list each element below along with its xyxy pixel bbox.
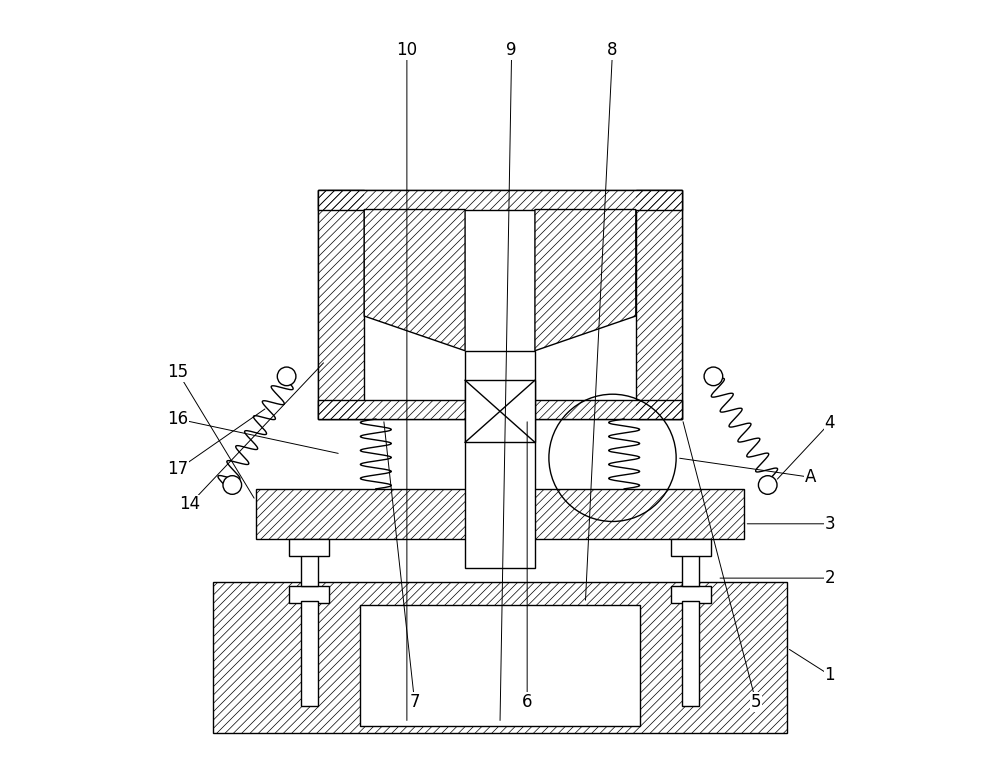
- Text: 6: 6: [522, 693, 532, 712]
- Bar: [671, 539, 711, 556]
- Polygon shape: [535, 210, 636, 351]
- Text: 4: 4: [825, 414, 835, 432]
- Bar: [671, 586, 711, 603]
- Polygon shape: [364, 210, 465, 351]
- Bar: [318, 190, 682, 210]
- Bar: [213, 582, 787, 733]
- Circle shape: [277, 367, 296, 386]
- Bar: [682, 601, 699, 706]
- Text: A: A: [805, 468, 816, 487]
- Bar: [289, 539, 329, 556]
- Bar: [318, 190, 682, 210]
- Bar: [318, 190, 364, 419]
- Bar: [318, 400, 682, 419]
- Bar: [289, 586, 329, 603]
- Bar: [318, 190, 364, 419]
- Bar: [465, 351, 535, 568]
- Bar: [213, 582, 787, 733]
- Bar: [318, 400, 682, 419]
- Text: 15: 15: [167, 363, 189, 382]
- Bar: [301, 601, 318, 706]
- Text: 10: 10: [396, 41, 417, 60]
- Circle shape: [758, 476, 777, 494]
- Bar: [682, 555, 699, 586]
- Bar: [465, 380, 535, 442]
- Text: 14: 14: [179, 495, 200, 514]
- Bar: [318, 190, 682, 419]
- Text: 5: 5: [751, 693, 761, 712]
- Bar: [301, 555, 318, 586]
- Bar: [636, 190, 682, 419]
- Bar: [256, 489, 744, 539]
- Bar: [256, 489, 744, 539]
- Text: 9: 9: [506, 41, 517, 60]
- Text: 7: 7: [409, 693, 420, 712]
- Text: 8: 8: [607, 41, 618, 60]
- Text: 1: 1: [824, 666, 835, 684]
- Text: 17: 17: [167, 460, 189, 479]
- Bar: [636, 190, 682, 419]
- Bar: [360, 605, 640, 726]
- Circle shape: [704, 367, 723, 386]
- Text: 3: 3: [824, 514, 835, 533]
- Text: 16: 16: [167, 410, 189, 428]
- Circle shape: [223, 476, 242, 494]
- Text: 2: 2: [824, 569, 835, 587]
